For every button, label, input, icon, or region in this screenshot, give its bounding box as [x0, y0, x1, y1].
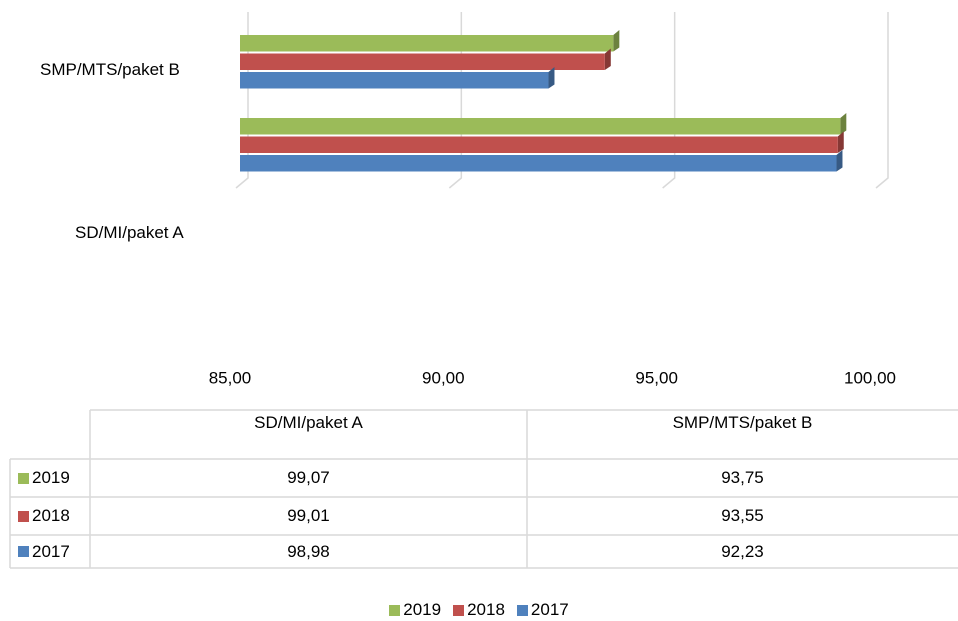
table-cell: 99,07: [287, 468, 330, 487]
bar: [240, 35, 614, 52]
bar: [240, 136, 838, 153]
legend-label: 2019: [403, 600, 442, 619]
table-header: SD/MI/paket A: [90, 413, 527, 433]
bar-side: [613, 30, 620, 52]
table-row-label: 2019: [18, 459, 70, 497]
legend-item: 2019: [389, 600, 441, 620]
x-tick-label: 95,00: [635, 368, 678, 387]
legend-key: [18, 472, 29, 484]
legend-key: [389, 604, 401, 616]
row-name: 2018: [32, 506, 70, 525]
legend-key: [18, 510, 29, 522]
table-header-text: SD/MI/paket A: [254, 413, 363, 432]
bar: [240, 118, 841, 135]
bar-side: [548, 67, 555, 89]
legend-label: 2017: [530, 600, 569, 619]
grid-line: [875, 12, 889, 189]
bar-side: [840, 113, 847, 135]
table-header: SMP/MTS/paket B: [527, 413, 958, 433]
legend-label: 2018: [467, 600, 505, 619]
legend-item: 2018: [453, 600, 505, 620]
bar: [240, 53, 605, 70]
legend-item: 2017: [516, 600, 569, 620]
grid-line: [662, 12, 676, 189]
category-label: SMP/MTS/paket B: [40, 60, 180, 79]
row-name: 2017: [32, 541, 70, 561]
table-cell: 99,01: [287, 506, 330, 525]
table-cell: 93,55: [721, 506, 764, 525]
table-cell: 93,75: [721, 468, 764, 487]
legend: 2019 2018 2017: [0, 600, 958, 620]
x-tick-label: 85,00: [209, 368, 252, 387]
bar-side: [836, 150, 843, 172]
x-tick-label: 100,00: [844, 368, 896, 387]
row-name: 2019: [32, 468, 70, 487]
legend-key: [18, 546, 29, 557]
x-tick-label: 90,00: [422, 368, 465, 387]
table-cell: 98,98: [287, 541, 330, 561]
bar: [240, 72, 549, 89]
table-row-label: 2017: [18, 535, 70, 568]
table-cell: 92,23: [721, 541, 764, 561]
category-label: SD/MI/paket A: [75, 223, 184, 242]
table-row-label: 2018: [18, 497, 70, 535]
legend-key: [453, 604, 465, 616]
legend-key: [516, 604, 528, 616]
table-header-text: SMP/MTS/paket B: [672, 413, 813, 432]
bar-side: [837, 131, 844, 153]
bar: [240, 155, 837, 172]
bar-side: [604, 48, 611, 70]
